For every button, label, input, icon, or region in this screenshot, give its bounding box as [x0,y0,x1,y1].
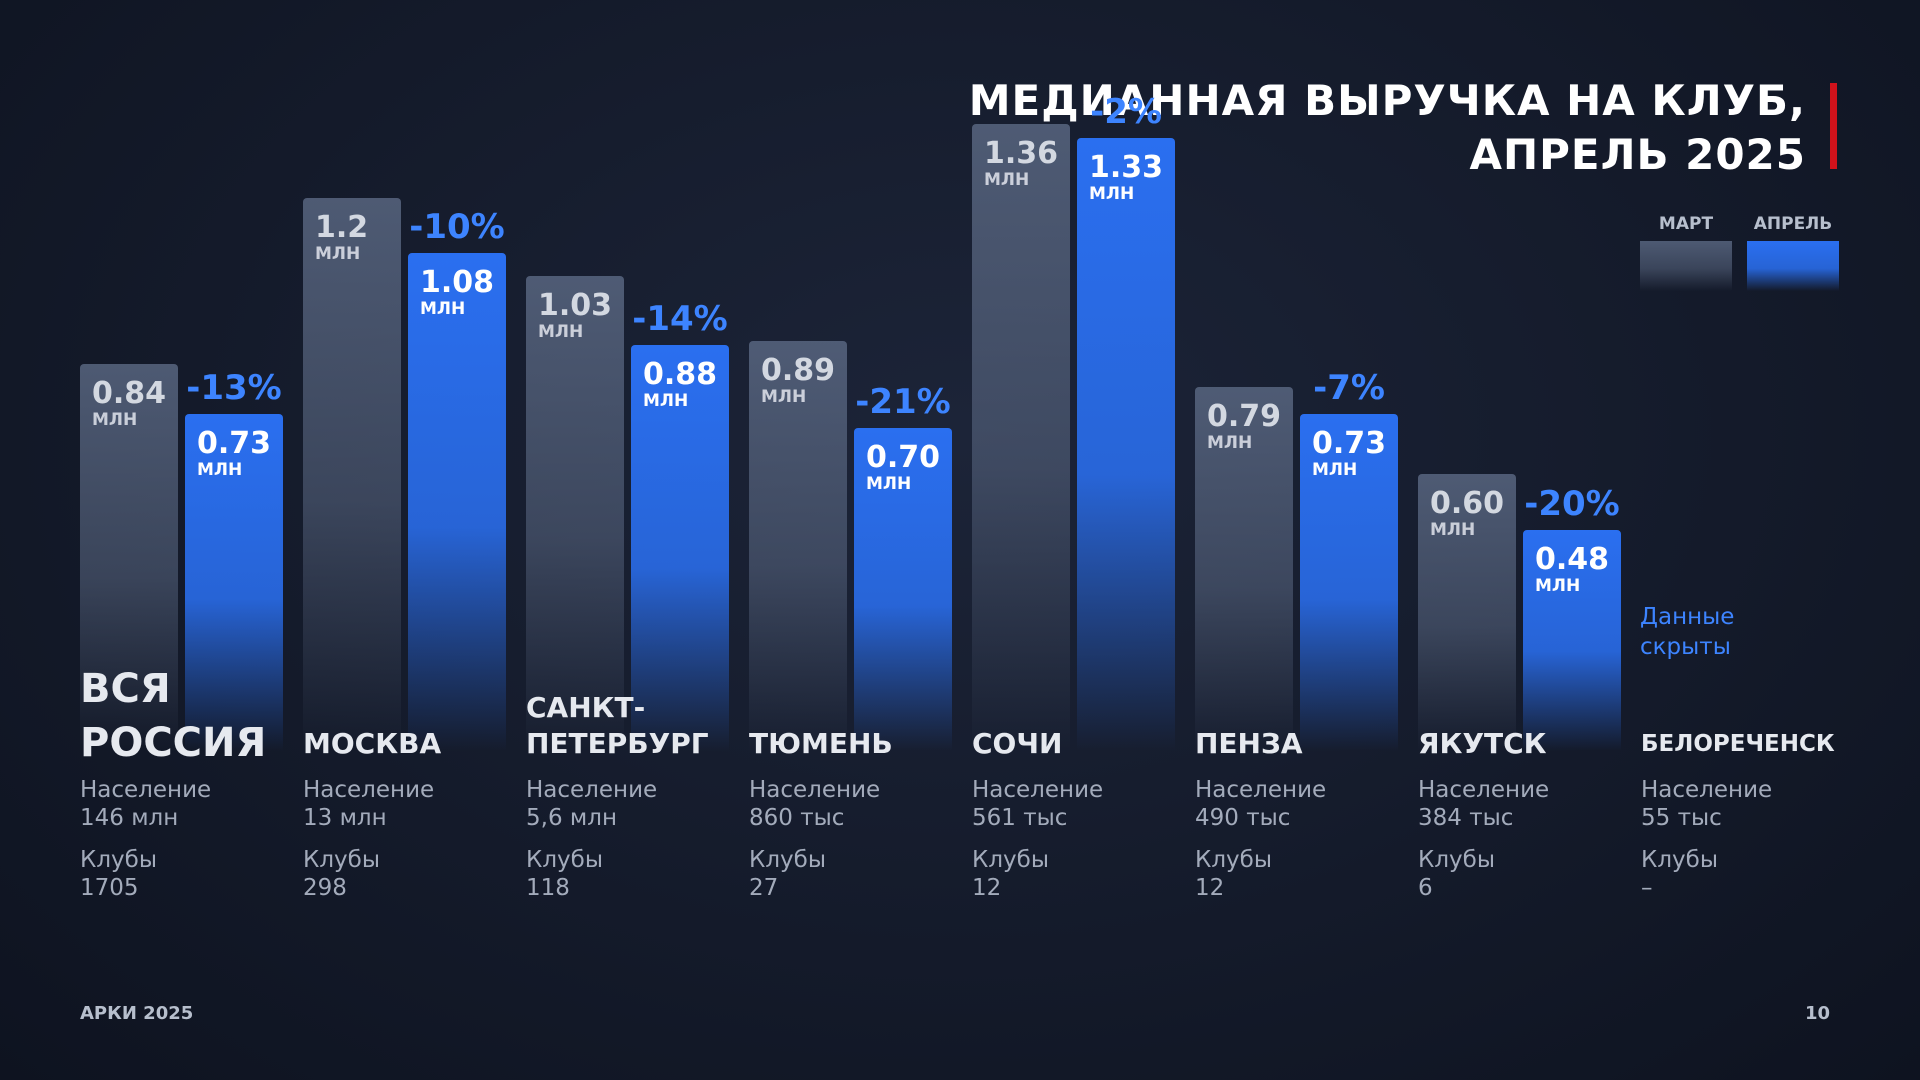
population-label: Население [1641,777,1773,803]
clubs-value: – [1641,875,1653,901]
population-label: Население [526,777,658,803]
bar: 0.79 МЛН [1195,386,1293,751]
clubs-label: Клубы [303,847,380,873]
legend-swatch [1640,241,1732,291]
value-label: 1.33 [1089,149,1164,185]
clubs-label: Клубы [1641,847,1718,873]
value-unit: МЛН [1535,575,1581,596]
value-unit: МЛН [420,299,466,320]
legend-label: АПРЕЛЬ [1753,214,1833,234]
change-label: -10% [409,207,505,248]
value-unit: МЛН [984,170,1030,191]
value-label: 0.88 [643,357,718,393]
clubs-value: 27 [749,875,779,901]
bar: 0.73 МЛН [1300,414,1398,751]
change-label: -14% [632,299,728,340]
value-unit: МЛН [1089,183,1135,204]
clubs-label: Клубы [1418,847,1495,873]
title-accent [1830,83,1837,169]
bar: 1.2 МЛН [303,197,401,751]
clubs-value: 1705 [80,875,139,901]
population-value: 55 тыс [1641,805,1722,831]
value-label: 1.36 [984,136,1059,172]
category-label: СОЧИ [972,727,1063,760]
bar: 1.36 МЛН [972,124,1070,751]
population-value: 860 тыс [749,805,845,831]
value-label: 0.60 [1430,486,1505,522]
population-value: 490 тыс [1195,805,1291,831]
bar: 1.33 МЛН [1077,137,1175,751]
population-label: Население [749,777,881,803]
value-label: 0.73 [197,426,272,462]
value-unit: МЛН [1430,520,1476,541]
value-unit: МЛН [1207,432,1253,453]
value-label: 0.73 [1312,426,1387,462]
category-label: ЯКУТСК [1418,727,1547,760]
change-label: -2% [1090,91,1162,132]
value-label: 1.03 [538,288,613,324]
category-label: МОСКВА [303,727,442,760]
category-label: ПЕНЗА [1195,727,1303,760]
population-value: 5,6 млн [526,805,617,831]
category-label: ВСЯ РОССИЯ [80,666,267,766]
value-label: 0.89 [761,352,836,388]
value-unit: МЛН [866,474,912,495]
value-unit: МЛН [761,386,807,407]
value-unit: МЛН [643,391,689,412]
clubs-value: 298 [303,875,347,901]
clubs-label: Клубы [526,847,603,873]
clubs-value: 12 [972,875,1002,901]
bar: 0.48 МЛН [1523,529,1621,751]
bar: 0.89 МЛН [749,340,847,751]
clubs-label: Клубы [1195,847,1272,873]
value-label: 0.70 [866,440,941,476]
clubs-value: 118 [526,875,570,901]
clubs-value: 6 [1418,875,1433,901]
value-unit: МЛН [315,243,361,264]
clubs-label: Клубы [749,847,826,873]
clubs-label: Клубы [80,847,157,873]
value-label: 1.2 [315,209,369,245]
footer: АРКИ 2025 [80,1003,194,1024]
population-label: Население [972,777,1104,803]
population-label: Население [1418,777,1550,803]
page-number: 10 [1804,1003,1830,1024]
legend-label: МАРТ [1658,214,1714,234]
value-label: 0.48 [1535,541,1610,577]
population-value: 384 тыс [1418,805,1514,831]
category-label: БЕЛОРЕЧЕНСК [1641,731,1835,757]
change-label: -20% [1524,483,1620,524]
population-value: 146 млн [80,805,179,831]
population-label: Население [1195,777,1327,803]
chart-title: МЕДИАННАЯ ВЫРУЧКА НА КЛУБ, АПРЕЛЬ 2025 [968,76,1806,179]
value-unit: МЛН [1312,460,1358,481]
bar: 0.60 МЛН [1418,474,1516,751]
bar: 1.08 МЛН [408,253,506,751]
change-label: -7% [1313,368,1385,409]
legend-swatch [1747,241,1839,291]
bar: 0.73 МЛН [185,414,283,751]
value-unit: МЛН [197,460,243,481]
hidden-note: Данные скрыты [1640,604,1735,660]
value-label: 0.84 [92,375,167,411]
category-label: САНКТ-​ПЕТЕРБУРГ [526,691,709,760]
value-unit: МЛН [538,322,584,343]
value-unit: МЛН [92,409,138,430]
population-label: Население [303,777,435,803]
clubs-value: 12 [1195,875,1225,901]
bar: 0.88 МЛН [631,345,729,751]
change-label: -13% [186,368,282,409]
bar: 1.03 МЛН [526,276,624,751]
change-label: -21% [855,382,951,423]
bar: 0.70 МЛН [854,428,952,751]
clubs-label: Клубы [972,847,1049,873]
value-label: 0.79 [1207,398,1282,434]
population-value: 561 тыс [972,805,1068,831]
bar: 0.84 МЛН [80,363,178,751]
population-label: Население [80,777,212,803]
value-label: 1.08 [420,265,495,301]
population-value: 13 млн [303,805,387,831]
category-label: ТЮМЕНЬ [749,727,893,760]
